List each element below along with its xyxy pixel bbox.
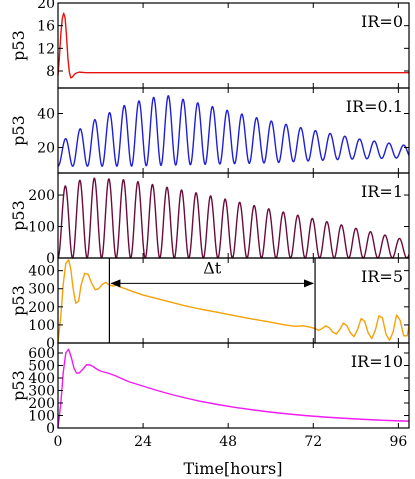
y-tick-label: 600 (28, 346, 55, 362)
annotation-arrow-head-right (304, 279, 315, 288)
series-line-0-0 (57, 12, 409, 79)
chart-panels: 8121620p53IR=02040p53IR=0.10100200p53IR=… (9, 0, 410, 450)
annotation-arrow-head-left (110, 279, 121, 288)
y-tick-label: 400 (28, 371, 55, 387)
y-tick-label: 100 (28, 220, 55, 236)
x-tick-label: 72 (304, 434, 322, 450)
y-tick-label: 0 (46, 336, 55, 352)
series-line-1-0 (57, 95, 410, 167)
series-line-2-0 (57, 177, 410, 259)
series-line-3-0 (57, 259, 410, 344)
y-axis-label: p53 (9, 370, 28, 401)
delta-t-annotation: Δt (108, 258, 316, 343)
x-tick-label: 48 (219, 434, 237, 450)
y-tick-label: 16 (37, 19, 55, 35)
y-tick-label: 0 (46, 421, 55, 437)
y-axis-label: p53 (9, 115, 28, 146)
y-tick-label: 0 (46, 251, 55, 267)
y-tick-label: 8 (46, 64, 55, 80)
panel-1: 20 40 p53 IR=0.1 (9, 87, 410, 174)
y-tick-label: 300 (28, 384, 55, 400)
y-axis-label: p53 (9, 200, 28, 231)
y-tick-label: 100 (28, 318, 55, 334)
y-axis-label: p53 (9, 285, 28, 316)
x-tick-label: 24 (134, 434, 152, 450)
y-tick-label: 300 (28, 282, 55, 298)
y-tick-label: 200 (28, 188, 55, 204)
y-axis-label: p53 (9, 30, 28, 61)
panel-ir-label: IR=5 (361, 267, 403, 286)
y-tick-label: 100 (28, 409, 55, 425)
y-tick-label: 20 (37, 141, 55, 157)
panel-ir-label: IR=0 (361, 12, 403, 31)
y-tick-label: 40 (37, 107, 55, 123)
series-line-4-0 (57, 348, 410, 429)
y-tick-label: 12 (37, 41, 55, 57)
x-tick-label: 0 (54, 434, 63, 450)
panel-ir-label: IR=1 (361, 182, 403, 201)
annotation-label: Δt (203, 258, 222, 277)
panel-0: 8 12 16 20 p53 IR=0 (9, 0, 410, 89)
y-tick-label: 200 (28, 396, 55, 412)
panel-frame (57, 257, 410, 344)
y-tick-label: 500 (28, 359, 55, 375)
x-tick-label: 96 (389, 434, 407, 450)
x-axis-label: Time[hours] (183, 459, 282, 478)
panel-ir-label: IR=0.1 (346, 97, 403, 116)
panel-ir-label: IR=10 (351, 352, 403, 371)
y-tick-label: 200 (28, 300, 55, 316)
y-tick-label: 20 (37, 0, 55, 12)
y-tick-label: 400 (28, 264, 55, 280)
panel-frame (57, 2, 410, 89)
panel-frame (57, 342, 410, 429)
